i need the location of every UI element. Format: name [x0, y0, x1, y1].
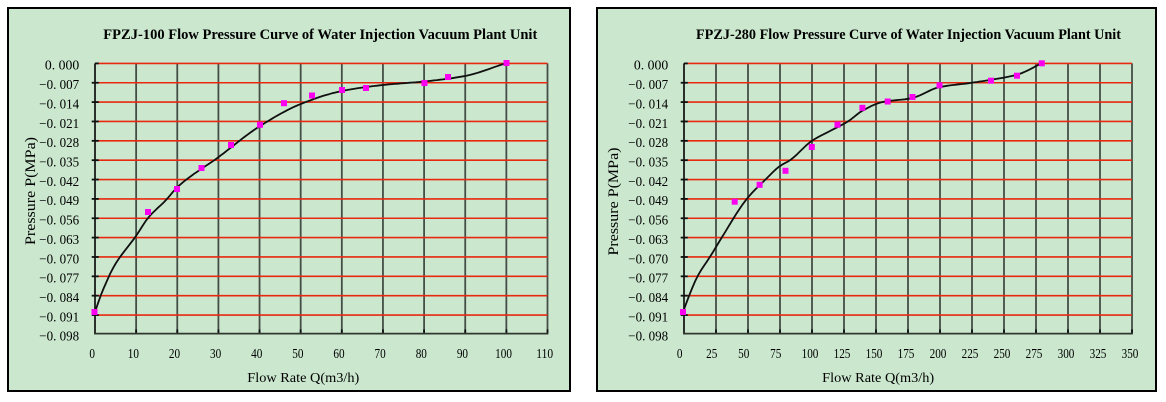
- svg-text:−0. 021: −0. 021: [39, 117, 79, 132]
- svg-text:−0. 028: −0. 028: [628, 136, 668, 151]
- svg-text:−0. 084: −0. 084: [628, 291, 668, 306]
- svg-text:90: 90: [457, 347, 468, 362]
- svg-text:−0. 077: −0. 077: [628, 272, 668, 287]
- svg-text:125: 125: [834, 347, 851, 362]
- svg-text:−0. 056: −0. 056: [628, 214, 668, 229]
- svg-text:−0. 007: −0. 007: [39, 78, 79, 93]
- svg-text:−0. 028: −0. 028: [39, 136, 79, 151]
- svg-text:0. 000: 0. 000: [45, 59, 79, 74]
- svg-text:−0. 042: −0. 042: [39, 175, 79, 190]
- svg-text:60: 60: [333, 347, 344, 362]
- svg-text:50: 50: [292, 347, 303, 362]
- svg-text:−0. 035: −0. 035: [628, 155, 668, 170]
- svg-text:Pressure P(MPa): Pressure P(MPa): [606, 148, 622, 256]
- svg-text:−0. 063: −0. 063: [628, 233, 668, 248]
- svg-text:100: 100: [802, 347, 819, 362]
- svg-text:−0. 021: −0. 021: [628, 117, 668, 132]
- svg-text:FPZJ-100 Flow Pressure Curve o: FPZJ-100 Flow Pressure Curve of Water In…: [103, 27, 537, 43]
- svg-text:20: 20: [169, 347, 180, 362]
- svg-text:−0. 091: −0. 091: [39, 310, 79, 325]
- svg-text:−0. 014: −0. 014: [39, 97, 79, 112]
- svg-text:70: 70: [375, 347, 386, 362]
- svg-text:−0. 070: −0. 070: [628, 252, 668, 267]
- svg-text:225: 225: [962, 347, 979, 362]
- svg-text:80: 80: [416, 347, 427, 362]
- svg-text:10: 10: [128, 347, 139, 362]
- svg-text:0: 0: [677, 347, 683, 362]
- svg-text:−0. 056: −0. 056: [39, 214, 79, 229]
- svg-text:275: 275: [1026, 347, 1043, 362]
- svg-text:Flow Rate Q(m3/h): Flow Rate Q(m3/h): [247, 371, 359, 386]
- svg-text:350: 350: [1122, 347, 1139, 362]
- svg-text:0: 0: [89, 347, 95, 362]
- svg-text:−0. 007: −0. 007: [628, 78, 668, 93]
- svg-text:40: 40: [251, 347, 262, 362]
- svg-text:−0. 091: −0. 091: [628, 310, 668, 325]
- svg-text:100: 100: [495, 347, 512, 362]
- svg-text:−0. 063: −0. 063: [39, 233, 79, 248]
- svg-text:250: 250: [994, 347, 1011, 362]
- svg-text:300: 300: [1058, 347, 1075, 362]
- svg-text:150: 150: [866, 347, 883, 362]
- svg-text:Pressure P(MPa): Pressure P(MPa): [23, 137, 39, 245]
- svg-text:75: 75: [770, 347, 781, 362]
- svg-text:50: 50: [738, 347, 749, 362]
- svg-text:FPZJ-280 Flow Pressure Curve o: FPZJ-280 Flow Pressure Curve of Water In…: [696, 27, 1121, 43]
- svg-text:Flow Rate Q(m3/h): Flow Rate Q(m3/h): [822, 371, 934, 386]
- svg-text:175: 175: [898, 347, 915, 362]
- svg-text:25: 25: [706, 347, 717, 362]
- svg-text:−0. 049: −0. 049: [39, 194, 79, 209]
- svg-text:−0. 035: −0. 035: [39, 155, 79, 170]
- svg-text:110: 110: [536, 347, 553, 362]
- svg-text:−0. 042: −0. 042: [628, 175, 668, 190]
- svg-text:−0. 049: −0. 049: [628, 194, 668, 209]
- svg-text:0. 000: 0. 000: [634, 59, 668, 74]
- svg-text:30: 30: [210, 347, 221, 362]
- svg-text:−0. 070: −0. 070: [39, 252, 79, 267]
- svg-text:325: 325: [1090, 347, 1107, 362]
- svg-text:−0. 098: −0. 098: [628, 330, 668, 345]
- svg-text:−0. 077: −0. 077: [39, 272, 79, 287]
- svg-text:200: 200: [930, 347, 947, 362]
- svg-text:−0. 084: −0. 084: [39, 291, 79, 306]
- svg-text:−0. 098: −0. 098: [39, 330, 79, 345]
- svg-text:−0. 014: −0. 014: [628, 97, 668, 112]
